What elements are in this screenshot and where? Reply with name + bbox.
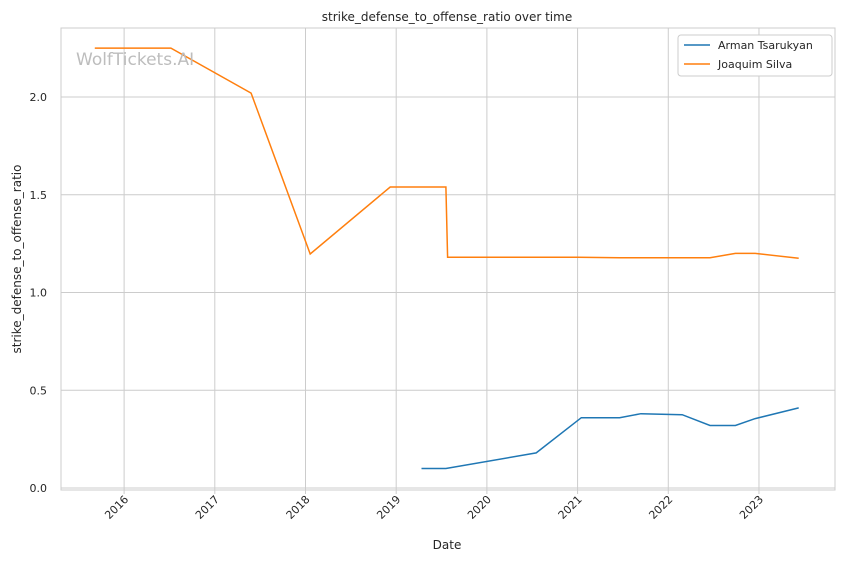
watermark: WolfTickets.AI	[76, 50, 194, 70]
x-tick-label: 2020	[465, 493, 494, 522]
y-tick-label: 2.0	[30, 91, 48, 104]
y-tick-label: 1.0	[30, 287, 48, 300]
legend-label: Joaquim Silva	[717, 58, 792, 71]
legend-box	[677, 34, 833, 77]
x-tick-label: 2017	[193, 493, 222, 522]
legend: Arman Tsarukyan Joaquim Silva	[677, 34, 833, 77]
x-tick-label: 2022	[646, 493, 675, 522]
x-tick-label: 2019	[374, 493, 403, 522]
y-tick-label: 0.0	[30, 482, 48, 495]
x-tick-label: 2023	[737, 493, 766, 522]
y-tick-label: 1.5	[30, 189, 48, 202]
x-tick-label: 2016	[102, 493, 131, 522]
chart-title: strike_defense_to_offense_ratio over tim…	[322, 10, 572, 24]
x-tick-label: 2018	[284, 493, 313, 522]
plot-frame	[60, 27, 836, 491]
series-line-0	[421, 407, 799, 470]
series-line-1	[94, 47, 799, 260]
legend-label: Arman Tsarukyan	[718, 39, 813, 52]
y-axis-label: strike_defense_to_offense_ratio	[10, 165, 24, 354]
x-axis-label: Date	[433, 538, 462, 552]
x-tick-label: 2021	[556, 493, 585, 522]
y-tick-label: 0.5	[30, 384, 48, 397]
